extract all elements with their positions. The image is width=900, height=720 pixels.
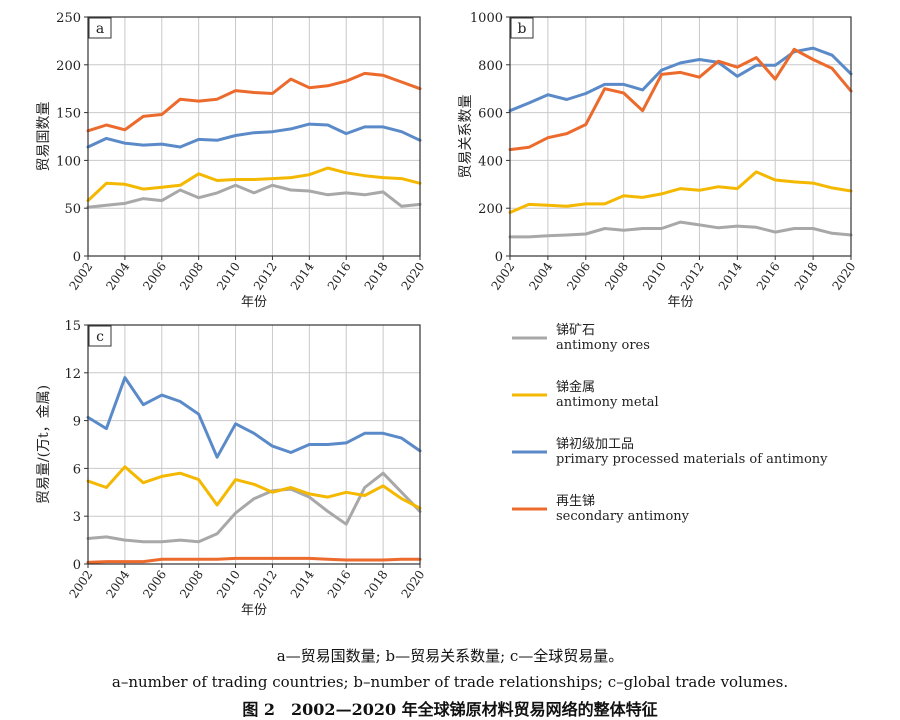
series-line-primary	[86, 376, 422, 459]
x-tick-label: 2004	[103, 567, 132, 600]
x-tick-label: 2020	[829, 260, 858, 293]
panel-label: b	[518, 21, 527, 37]
series-line-primary	[508, 46, 853, 113]
y-axis-title: 贸易量/(万t，金属)	[36, 385, 52, 504]
x-tick-label: 2008	[602, 260, 631, 293]
x-tick-label: 2002	[488, 260, 517, 293]
x-tick-label: 2004	[103, 259, 132, 292]
panel-label-box	[510, 17, 534, 39]
y-tick-label: 100	[56, 154, 81, 169]
x-tick-label: 2018	[362, 568, 391, 601]
panel-label-box	[88, 325, 112, 347]
x-tick-label: 2010	[214, 260, 243, 293]
legend-label-en: secondary antimony	[556, 509, 690, 524]
series-line-ores	[86, 471, 422, 544]
y-tick-label: 0	[73, 558, 81, 573]
legend-label-en: primary processed materials of antimony	[556, 452, 828, 467]
x-tick-label: 2014	[288, 567, 317, 600]
x-axis-title: 年份	[667, 295, 693, 310]
y-axis-title: 贸易关系数量	[458, 95, 474, 179]
y-tick-label: 400	[478, 154, 503, 169]
y-tick-label: 200	[56, 59, 81, 74]
x-tick-label: 2014	[288, 259, 317, 292]
chart-panel-c: 0 3 6 9 12 15 2002 2004 2006 2008 2010 2012 2014 2016…	[36, 319, 427, 618]
x-tick-label: 2010	[640, 260, 669, 293]
x-tick-label: 2012	[251, 568, 280, 601]
x-tick-label: 2018	[792, 260, 821, 293]
legend-label-zh: 再生锑	[556, 494, 595, 509]
y-tick-label: 9	[73, 415, 81, 430]
x-tick-label: 2008	[177, 260, 206, 293]
x-tick-label: 2016	[325, 568, 354, 601]
series-line-secondary	[508, 47, 853, 152]
y-tick-label: 0	[73, 250, 81, 265]
legend-label-zh: 锑金属	[556, 379, 595, 395]
series-line-secondary	[86, 71, 422, 133]
figure-title: 图 2 2002—2020 年全球锑原材料贸易网络的整体特征	[242, 700, 658, 719]
panel-label: a	[96, 21, 104, 37]
y-tick-label: 3	[73, 510, 81, 525]
plot-frame	[509, 16, 852, 257]
legend-label-zh: 锑矿石	[556, 323, 595, 338]
legend-label-en: antimony metal	[556, 395, 659, 410]
y-tick-label: 150	[56, 107, 81, 122]
y-tick-label: 50	[64, 202, 81, 217]
x-tick-label: 2016	[325, 260, 354, 293]
x-tick-label: 2018	[362, 260, 391, 293]
series-line-ores	[508, 220, 853, 239]
x-tick-label: 2004	[526, 259, 555, 292]
x-tick-label: 2012	[678, 260, 707, 293]
panel-label: c	[96, 329, 104, 345]
series-line-metal	[86, 465, 422, 510]
y-tick-label: 200	[478, 202, 503, 217]
y-tick-label: 12	[64, 367, 81, 382]
series-line-secondary	[86, 556, 422, 564]
x-tick-label: 2006	[140, 568, 169, 601]
x-tick-label: 2014	[716, 259, 745, 292]
y-tick-label: 800	[478, 59, 503, 74]
x-tick-label: 2002	[66, 568, 95, 601]
y-tick-label: 600	[478, 107, 503, 122]
series-line-metal	[508, 170, 853, 214]
x-tick-label: 2012	[251, 260, 280, 293]
y-tick-label: 0	[495, 250, 503, 265]
y-tick-label: 15	[64, 319, 81, 334]
y-tick-label: 250	[56, 11, 81, 26]
y-tick-label: 1000	[470, 11, 503, 26]
panel-label-box	[88, 17, 112, 39]
caption-zh: a—贸易国数量; b—贸易关系数量; c—全球贸易量。	[276, 647, 624, 665]
chart-panel-b: 0 200 400 600 800 1000 2002 2004 2006 2008 2010 201…	[458, 11, 858, 310]
series-line-ores	[86, 183, 422, 209]
y-axis-title: 贸易国数量	[36, 102, 52, 172]
plot-frame	[87, 324, 421, 565]
series-line-metal	[86, 166, 422, 203]
plot-frame	[87, 16, 421, 257]
x-tick-label: 2010	[214, 568, 243, 601]
x-tick-label: 2016	[754, 260, 783, 293]
legend-label-en: antimony ores	[556, 338, 650, 353]
x-tick-label: 2006	[140, 260, 169, 293]
caption-en: a–number of trading countries; b–number …	[111, 673, 789, 691]
x-axis-title: 年份	[241, 295, 267, 310]
x-axis-title: 年份	[241, 603, 267, 618]
chart-panel-a: 0 50 100 150 200 250 2002 2004 2006 2008 2010 2012 2…	[36, 11, 427, 310]
x-tick-label: 2008	[177, 568, 206, 601]
x-tick-label: 2002	[66, 260, 95, 293]
series-line-primary	[86, 122, 422, 149]
y-tick-label: 6	[73, 462, 81, 477]
x-tick-label: 2020	[398, 260, 427, 293]
legend-label-zh: 锑初级加工品	[556, 437, 634, 452]
x-tick-label: 2006	[564, 260, 593, 293]
x-tick-label: 2020	[398, 568, 427, 601]
